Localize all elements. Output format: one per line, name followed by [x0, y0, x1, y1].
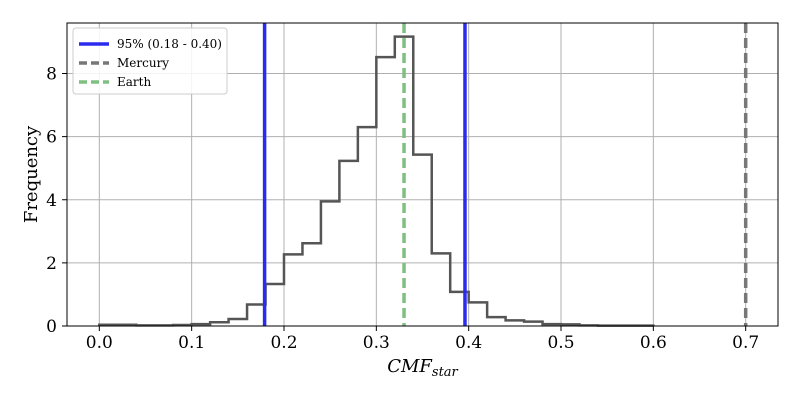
- legend-label-2: Earth: [117, 75, 151, 89]
- histogram-series: [98, 35, 655, 327]
- y-tick-label-1: 2: [46, 254, 57, 274]
- histogram-bin-15: [376, 57, 394, 326]
- histogram-bin-8: [247, 305, 265, 326]
- plot-area-frame: [66, 22, 779, 327]
- y-tick-label-4: 8: [46, 65, 57, 85]
- x-axis-title: CMFstar: [387, 356, 458, 380]
- x-axis-ticks: 0.0 0.1 0.2 0.3 0.4 0.5 0.6 0.7: [86, 326, 759, 353]
- x-tick-label-7: 0.7: [732, 333, 759, 353]
- x-axis-title-base: CMF: [387, 356, 433, 377]
- legend-entries: 95% (0.18 - 0.40) Mercury Earth: [79, 37, 222, 89]
- histogram-bin-14: [358, 127, 376, 326]
- x-tick-label-6: 0.6: [640, 333, 667, 353]
- x-tick-label-5: 0.5: [547, 333, 574, 353]
- histogram-bin-18: [432, 253, 450, 326]
- legend: 95% (0.18 - 0.40) Mercury Earth: [72, 27, 228, 95]
- histogram-bin-17: [413, 155, 431, 326]
- legend-box: [72, 27, 228, 95]
- y-tick-label-0: 0: [46, 317, 57, 337]
- y-axis-ticks: 0 2 4 6 8: [46, 65, 67, 337]
- x-tick-label-4: 0.4: [455, 333, 482, 353]
- histogram-bin-20: [469, 302, 487, 326]
- reference-lines: [262, 23, 748, 326]
- histogram-bin-13: [339, 161, 357, 326]
- y-tick-label-2: 4: [46, 191, 57, 211]
- histogram-bin-21: [487, 317, 505, 326]
- legend-label-0: 95% (0.18 - 0.40): [117, 37, 222, 51]
- x-axis-title-subscript: star: [432, 365, 459, 380]
- histogram-bin-10: [284, 254, 302, 326]
- histogram-bin-9: [266, 284, 284, 326]
- x-tick-label-2: 0.2: [270, 333, 297, 353]
- x-tick-label-3: 0.3: [363, 333, 390, 353]
- x-tick-label-1: 0.1: [178, 333, 205, 353]
- y-axis-title: Frequency: [21, 125, 42, 223]
- histogram-outline: [98, 35, 655, 327]
- legend-label-1: Mercury: [117, 56, 169, 70]
- histogram-bin-12: [321, 201, 339, 326]
- y-tick-label-3: 6: [46, 128, 57, 148]
- histogram-bin-11: [302, 243, 320, 326]
- x-tick-label-0: 0.0: [86, 333, 113, 353]
